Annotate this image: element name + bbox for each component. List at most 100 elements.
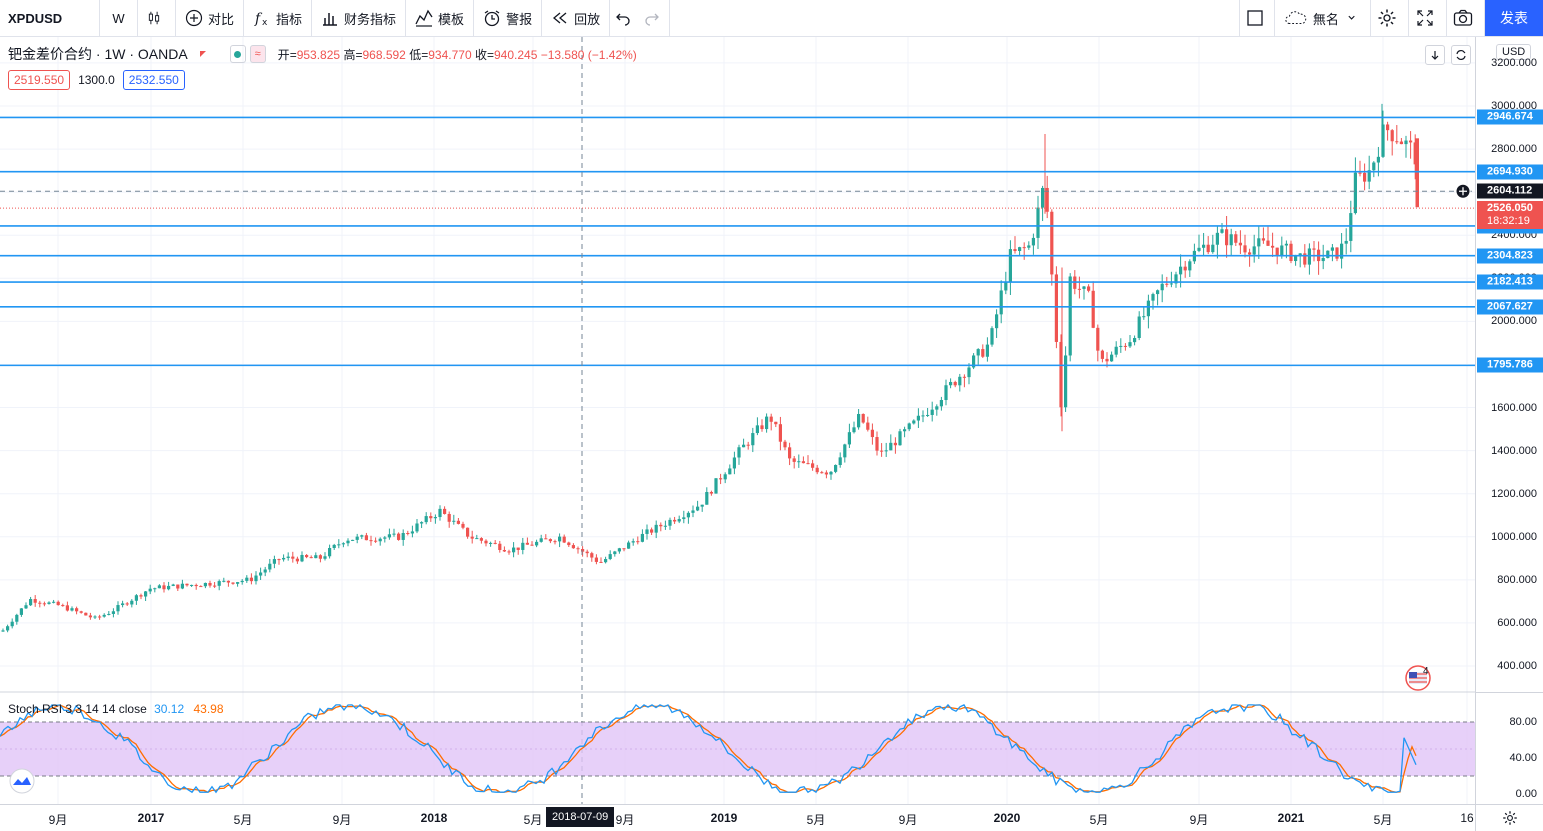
svg-text:f: f — [254, 11, 263, 27]
delayed-data-icon[interactable]: ≈ — [249, 45, 266, 63]
buy-price-button[interactable]: 2532.550 — [122, 70, 185, 90]
candle-body — [571, 545, 575, 549]
fullscreen-button[interactable] — [1409, 0, 1447, 36]
candle-body — [1027, 245, 1031, 248]
candle-body — [282, 557, 286, 560]
candle-body — [341, 543, 345, 545]
candle-body — [213, 585, 217, 587]
indicators-label: 指标 — [276, 11, 303, 27]
candle-body — [277, 559, 281, 561]
candle-body — [558, 536, 562, 542]
layout-name-button[interactable]: 無名 — [1275, 0, 1371, 36]
publish-button[interactable]: 发表 — [1485, 0, 1543, 36]
candle-body — [893, 442, 897, 446]
price-chart[interactable]: 4 — [0, 37, 1475, 804]
redo-button[interactable] — [640, 0, 671, 36]
add-plus-icon[interactable] — [1455, 183, 1471, 199]
candle-body — [1137, 316, 1141, 338]
candle-body — [659, 524, 663, 527]
screenshot-button[interactable] — [1447, 0, 1485, 36]
candle-body — [498, 543, 502, 550]
candle-body — [452, 520, 456, 522]
interval-button[interactable]: W — [100, 0, 138, 36]
fullscreen-icon — [1417, 10, 1433, 26]
candle-body — [1100, 350, 1104, 359]
high-label: 高 — [343, 47, 356, 62]
candle-body — [783, 441, 787, 448]
scroll-down-button[interactable] — [1425, 45, 1445, 65]
candle-body — [1105, 358, 1109, 362]
candle-body — [392, 533, 396, 535]
symbol-search-button[interactable]: XPDUSD — [0, 0, 100, 36]
candle-body — [875, 437, 879, 451]
candle-body — [383, 537, 387, 539]
candle-body — [594, 557, 598, 562]
candle-body — [967, 367, 971, 378]
layout-select-button[interactable] — [1240, 0, 1275, 36]
candle-body — [125, 603, 129, 605]
reset-chart-button[interactable] — [1451, 45, 1471, 65]
candle-body — [470, 536, 474, 539]
stoch-d-line — [0, 704, 1417, 793]
candle-body — [714, 478, 718, 494]
candle-body — [323, 556, 327, 559]
candle-body — [337, 544, 341, 546]
currency-label[interactable]: USD — [1496, 44, 1532, 60]
chart-settings-button[interactable] — [1475, 804, 1543, 831]
candle-body — [300, 554, 304, 562]
candle-body — [309, 557, 313, 559]
candle-body — [249, 577, 253, 582]
candle-body — [1238, 242, 1242, 246]
plus-circle-icon — [185, 9, 203, 27]
candle-body — [521, 542, 525, 550]
data-status-icon[interactable] — [229, 45, 246, 63]
candle-body — [15, 614, 19, 622]
candle-body — [1340, 243, 1344, 259]
candle-body — [640, 533, 644, 542]
arrow-down-icon — [1431, 51, 1439, 60]
time-tick-label: 5月 — [1089, 813, 1109, 827]
stoch-rsi-legend[interactable]: Stoch RSI 3 3 14 14 close 30.12 43.98 — [8, 702, 224, 716]
compare-button[interactable]: 对比 — [176, 0, 245, 36]
time-tick-label: 2017 — [137, 811, 165, 825]
tradingview-logo[interactable] — [9, 768, 35, 794]
candle-body — [1008, 249, 1012, 282]
candle-body — [884, 450, 888, 452]
candle-body — [673, 519, 677, 522]
interval-label: W — [112, 10, 125, 26]
candle-body — [1376, 156, 1380, 163]
chart-type-button[interactable] — [138, 0, 176, 36]
replay-button[interactable]: 回放 — [542, 0, 611, 36]
level-price-label: 2694.930 — [1477, 164, 1543, 180]
candle-body — [415, 523, 419, 532]
undo-button[interactable] — [610, 0, 640, 36]
settings-button[interactable] — [1371, 0, 1409, 36]
economic-events-icon[interactable]: 4 — [1405, 665, 1431, 691]
candle-body — [516, 547, 520, 550]
templates-button[interactable]: 模板 — [406, 0, 475, 36]
candle-body — [930, 409, 934, 415]
candle-body — [1013, 249, 1017, 251]
camera-icon — [1453, 9, 1473, 26]
financials-button[interactable]: 财务指标 — [312, 0, 407, 36]
candle-body — [958, 376, 962, 386]
candle-body — [806, 463, 810, 465]
level-price-label: 2304.823 — [1477, 248, 1543, 264]
last-candle-body — [1415, 138, 1419, 208]
candle-body — [650, 529, 654, 533]
alert-button[interactable]: 警报 — [474, 0, 543, 36]
time-axis[interactable]: 16 5月 2021 9月 5月 2020 9月 5月 2019 9月 5月 2018 9月 5月 2017… — [0, 804, 1475, 831]
candle-body — [953, 381, 957, 386]
candle-body — [705, 491, 709, 505]
candle-body — [1215, 232, 1219, 245]
price-axis[interactable]: USD 3200.0003000.0002800.0002600.0002400… — [1475, 37, 1543, 804]
price-tick-label: 3200.000 — [1491, 56, 1537, 69]
candle-body — [10, 621, 14, 627]
candle-body — [1275, 247, 1279, 257]
symbol-description[interactable]: 钯金差价合约 · 1W · OANDA — [8, 46, 188, 62]
sell-price-button[interactable]: 2519.550 — [8, 70, 71, 90]
candle-body — [847, 432, 851, 445]
candle-body — [130, 600, 134, 605]
candle-body — [157, 585, 161, 589]
